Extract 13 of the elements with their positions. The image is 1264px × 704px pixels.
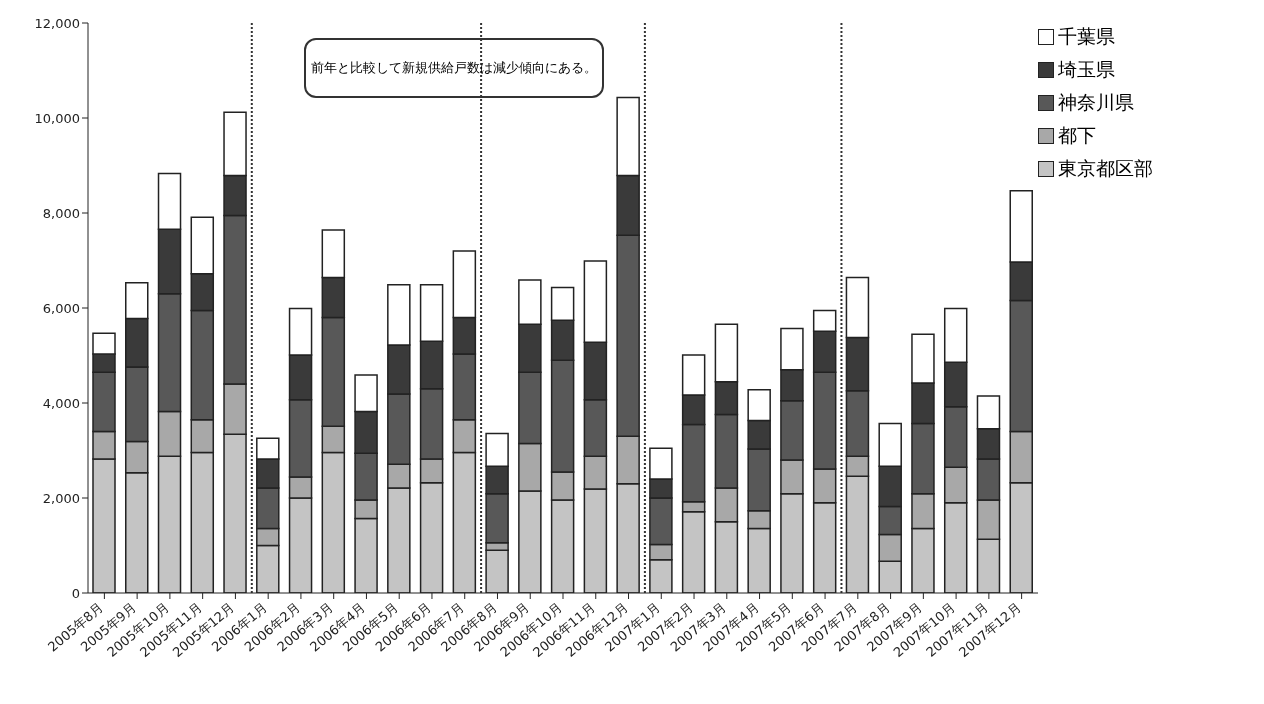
y-tick-label: 0 xyxy=(71,585,80,601)
legend-label: 千葉県 xyxy=(1058,23,1115,49)
legend-label: 神奈川県 xyxy=(1058,89,1134,115)
legend-label: 東京都区部 xyxy=(1058,155,1153,181)
y-tick-label: 10,000 xyxy=(34,110,80,126)
legend-label: 都下 xyxy=(1058,122,1096,148)
y-tick-label: 2,000 xyxy=(42,490,80,506)
annotation: 前年と比較して新規供給戸数は減少傾向にある。 xyxy=(311,59,597,77)
y-tick-label: 6,000 xyxy=(42,300,80,316)
y-tick-label: 4,000 xyxy=(42,395,80,411)
y-tick-label: 8,000 xyxy=(42,205,80,221)
y-tick-label: 12,000 xyxy=(34,15,80,31)
legend-label: 埼玉県 xyxy=(1058,56,1115,82)
